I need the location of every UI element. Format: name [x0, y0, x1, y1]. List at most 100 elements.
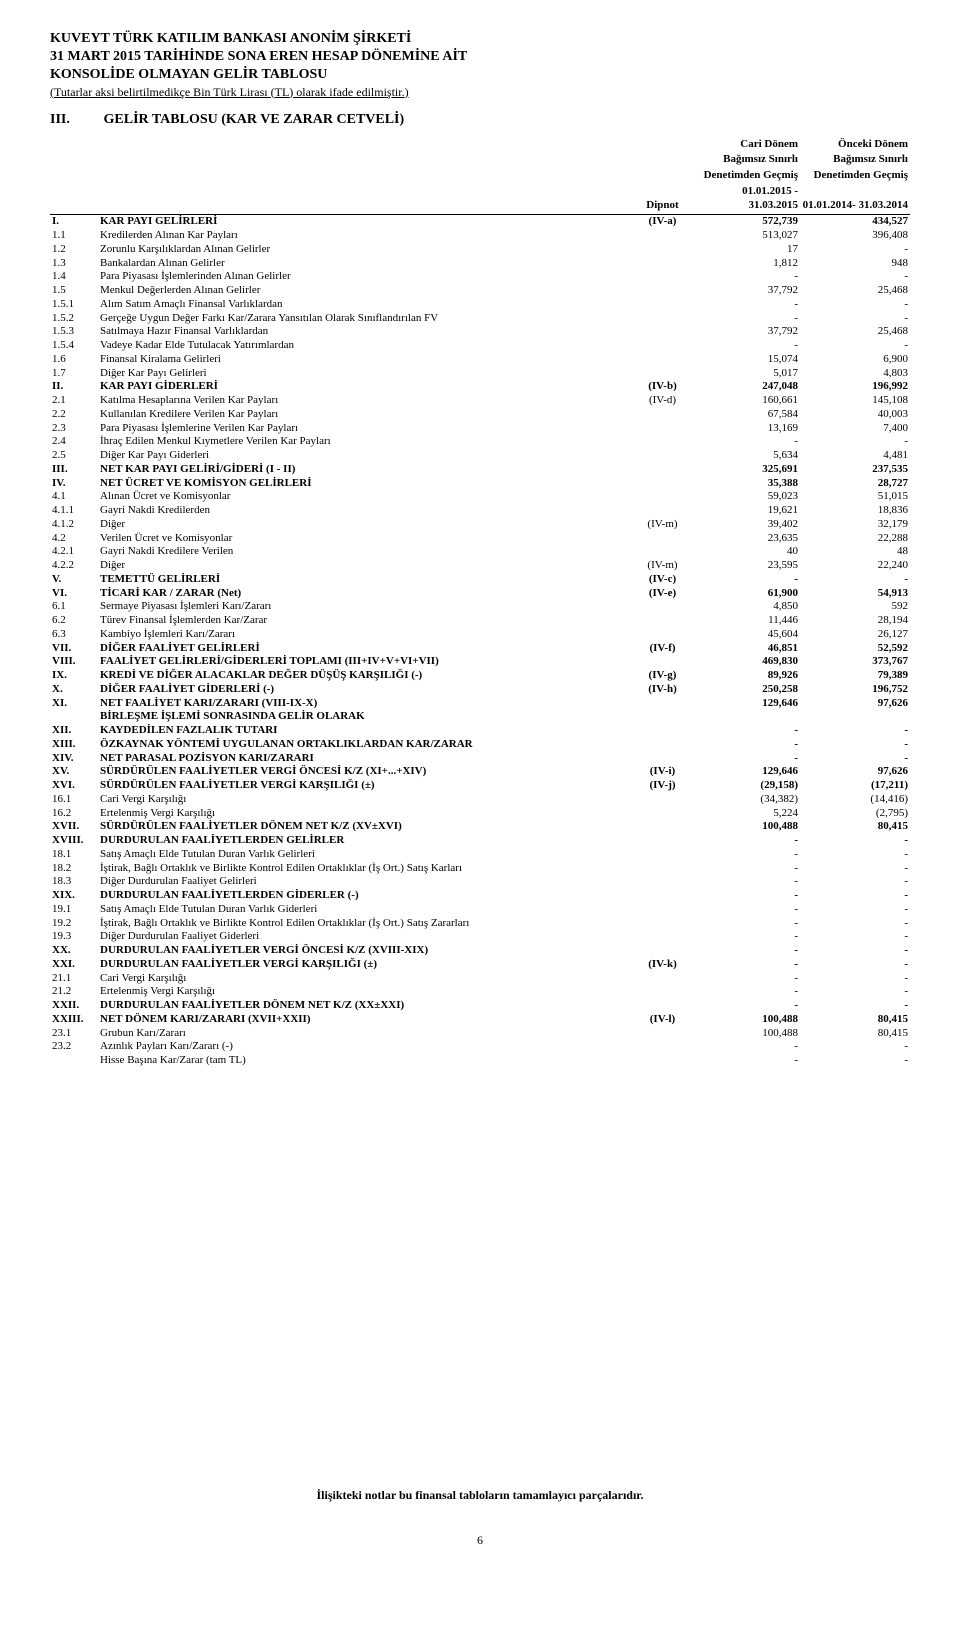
- row-label: Türev Finansal İşlemlerden Kar/Zarar: [98, 614, 635, 628]
- table-row: 1.6Finansal Kiralama Gelirleri15,0746,90…: [50, 353, 910, 367]
- row-label: Para Piyasası İşlemlerine Verilen Kar Pa…: [98, 422, 635, 436]
- row-code: 1.5.4: [50, 339, 98, 353]
- row-note: [635, 532, 690, 546]
- table-row: 4.2.2Diğer(IV-m)23,59522,240: [50, 559, 910, 573]
- table-row: 1.1Kredilerden Alınan Kar Payları513,027…: [50, 229, 910, 243]
- row-note: (IV-c): [635, 573, 690, 587]
- row-value-prev: 28,194: [800, 614, 910, 628]
- row-code: 4.1.2: [50, 518, 98, 532]
- row-code: 23.1: [50, 1027, 98, 1041]
- row-value-prev: -: [800, 435, 910, 449]
- row-code: 1.5: [50, 284, 98, 298]
- row-value-prev: -: [800, 298, 910, 312]
- table-row: VIII.FAALİYET GELİRLERİ/GİDERLERİ TOPLAM…: [50, 655, 910, 669]
- row-note: [635, 628, 690, 642]
- row-note: [635, 325, 690, 339]
- row-code: 1.5.1: [50, 298, 98, 312]
- row-code: IV.: [50, 477, 98, 491]
- table-row: 21.2Ertelenmiş Vergi Karşılığı--: [50, 985, 910, 999]
- row-code: 19.1: [50, 903, 98, 917]
- table-row: 1.3Bankalardan Alınan Gelirler1,812948: [50, 257, 910, 271]
- row-label: Zorunlu Karşılıklardan Alınan Gelirler: [98, 243, 635, 257]
- row-note: [635, 339, 690, 353]
- row-note: (IV-l): [635, 1013, 690, 1027]
- row-value-current: 572,739: [690, 215, 800, 229]
- row-note: [635, 243, 690, 257]
- row-label: NET FAALİYET KARI/ZARARI (VIII-IX-X): [98, 697, 635, 711]
- row-label: SÜRDÜRÜLEN FAALİYETLER VERGİ KARŞILIĞI (…: [98, 779, 635, 793]
- row-label: Para Piyasası İşlemlerinden Alınan Gelir…: [98, 270, 635, 284]
- row-note: [635, 834, 690, 848]
- table-row: IV.NET ÜCRET VE KOMİSYON GELİRLERİ35,388…: [50, 477, 910, 491]
- row-value-current: 89,926: [690, 669, 800, 683]
- row-label: NET KAR PAYI GELİRİ/GİDERİ (I - II): [98, 463, 635, 477]
- row-code: 2.5: [50, 449, 98, 463]
- table-row: 1.5.1Alım Satım Amaçlı Finansal Varlıkla…: [50, 298, 910, 312]
- row-value-current: -: [690, 312, 800, 326]
- row-value-current: -: [690, 917, 800, 931]
- row-code: [50, 1054, 98, 1068]
- row-value-current: 35,388: [690, 477, 800, 491]
- page-number: 6: [50, 1533, 910, 1548]
- row-code: [50, 710, 98, 724]
- row-value-prev: 373,767: [800, 655, 910, 669]
- table-row: 18.3Diğer Durdurulan Faaliyet Gelirleri-…: [50, 875, 910, 889]
- row-label: Diğer Durdurulan Faaliyet Giderleri: [98, 930, 635, 944]
- row-code: XVIII.: [50, 834, 98, 848]
- row-label: Ertelenmiş Vergi Karşılığı: [98, 807, 635, 821]
- row-code: XX.: [50, 944, 98, 958]
- table-row: 23.2Azınlık Payları Karı/Zararı (-)--: [50, 1040, 910, 1054]
- table-row: 1.4Para Piyasası İşlemlerinden Alınan Ge…: [50, 270, 910, 284]
- row-value-current: 19,621: [690, 504, 800, 518]
- row-value-prev: 80,415: [800, 1027, 910, 1041]
- row-note: [635, 490, 690, 504]
- row-label: Alınan Ücret ve Komisyonlar: [98, 490, 635, 504]
- row-note: [635, 435, 690, 449]
- row-label: Diğer: [98, 518, 635, 532]
- row-value-current: -: [690, 944, 800, 958]
- table-row: 1.5Menkul Değerlerden Alınan Gelirler37,…: [50, 284, 910, 298]
- row-note: [635, 793, 690, 807]
- row-note: [635, 972, 690, 986]
- row-note: [635, 999, 690, 1013]
- row-note: [635, 257, 690, 271]
- row-label: Kullanılan Kredilere Verilen Kar Payları: [98, 408, 635, 422]
- row-label: DİĞER FAALİYET GELİRLERİ: [98, 642, 635, 656]
- footer-note: İlişikteki notlar bu finansal tabloların…: [50, 1488, 910, 1503]
- row-value-current: 250,258: [690, 683, 800, 697]
- row-label: Kredilerden Alınan Kar Payları: [98, 229, 635, 243]
- row-value-current: 67,584: [690, 408, 800, 422]
- row-note: [635, 738, 690, 752]
- row-value-current: 5,634: [690, 449, 800, 463]
- row-label: Diğer Kar Payı Giderleri: [98, 449, 635, 463]
- row-note: [635, 862, 690, 876]
- row-label: Bankalardan Alınan Gelirler: [98, 257, 635, 271]
- row-value-current: -: [690, 339, 800, 353]
- table-row: 19.2İştirak, Bağlı Ortaklık ve Birlikte …: [50, 917, 910, 931]
- table-row: BİRLEŞME İŞLEMİ SONRASINDA GELİR OLARAK: [50, 710, 910, 724]
- row-value-current: 5,017: [690, 367, 800, 381]
- row-value-prev: 396,408: [800, 229, 910, 243]
- row-label: Alım Satım Amaçlı Finansal Varlıklardan: [98, 298, 635, 312]
- row-code: 2.4: [50, 435, 98, 449]
- row-code: 16.1: [50, 793, 98, 807]
- row-code: VII.: [50, 642, 98, 656]
- table-row: VII.DİĞER FAALİYET GELİRLERİ(IV-f)46,851…: [50, 642, 910, 656]
- row-value-prev: (2,795): [800, 807, 910, 821]
- row-value-current: -: [690, 999, 800, 1013]
- row-label: İhraç Edilen Menkul Kıymetlere Verilen K…: [98, 435, 635, 449]
- row-value-current: 4,850: [690, 600, 800, 614]
- row-label: Satılmaya Hazır Finansal Varlıklardan: [98, 325, 635, 339]
- row-label: Satış Amaçlı Elde Tutulan Duran Varlık G…: [98, 848, 635, 862]
- row-value-prev: 592: [800, 600, 910, 614]
- col-header-current-1: Cari Dönem: [690, 138, 800, 154]
- row-value-current: 39,402: [690, 518, 800, 532]
- row-code: 1.6: [50, 353, 98, 367]
- row-note: (IV-j): [635, 779, 690, 793]
- row-value-prev: 4,481: [800, 449, 910, 463]
- row-value-prev: (17,211): [800, 779, 910, 793]
- table-row: 21.1Cari Vergi Karşılığı--: [50, 972, 910, 986]
- row-note: [635, 422, 690, 436]
- row-value-prev: 25,468: [800, 284, 910, 298]
- row-label: İştirak, Bağlı Ortaklık ve Birlikte Kont…: [98, 862, 635, 876]
